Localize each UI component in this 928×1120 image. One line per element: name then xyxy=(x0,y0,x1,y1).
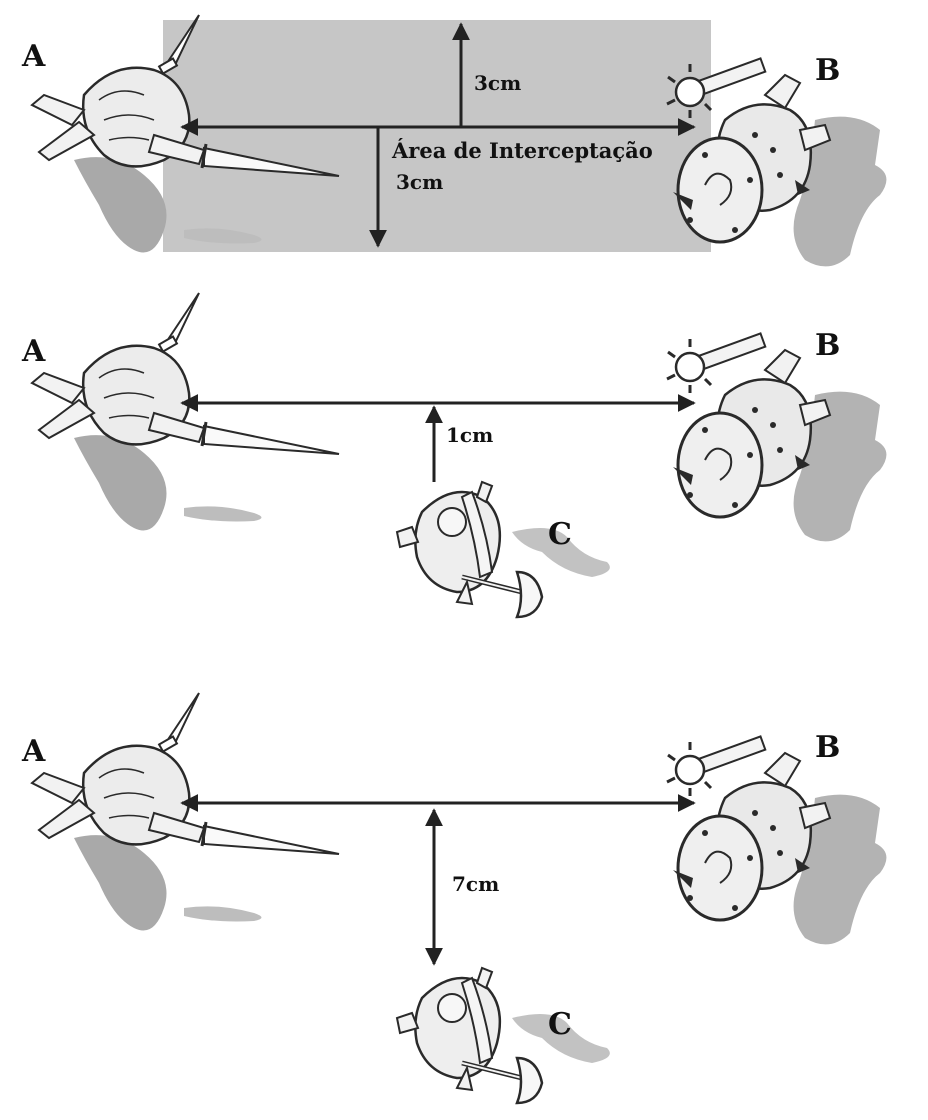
mace-warrior-miniature-icon xyxy=(665,734,888,946)
interception-area-label: Área de Interceptação xyxy=(391,138,653,163)
label-c: C xyxy=(548,1007,572,1042)
dimension-label: 1cm xyxy=(446,423,493,447)
mace-warrior-miniature-icon xyxy=(665,56,888,268)
dimension-up-label: 3cm xyxy=(474,71,521,95)
axe-dwarf-miniature-icon xyxy=(397,968,610,1103)
dimension-label: 7cm xyxy=(452,872,499,896)
interception-area xyxy=(163,20,711,252)
label-b: B xyxy=(815,328,840,363)
label-b: B xyxy=(815,53,840,88)
panel-3: A B C 7cm xyxy=(21,691,888,1103)
panel-2: A B C 1cm xyxy=(21,291,888,617)
label-a: A xyxy=(21,39,46,74)
swordsman-miniature-icon xyxy=(30,691,341,932)
swordsman-miniature-icon xyxy=(30,291,341,532)
axe-dwarf-miniature-icon xyxy=(397,482,610,617)
label-a: A xyxy=(21,734,46,769)
mace-warrior-miniature-icon xyxy=(665,331,888,543)
label-a: A xyxy=(21,334,46,369)
panel-1: A B 3cm Área de Interceptação 3cm xyxy=(21,13,888,268)
label-c: C xyxy=(548,517,572,552)
dimension-down-label: 3cm xyxy=(396,170,443,194)
label-b: B xyxy=(815,730,840,765)
